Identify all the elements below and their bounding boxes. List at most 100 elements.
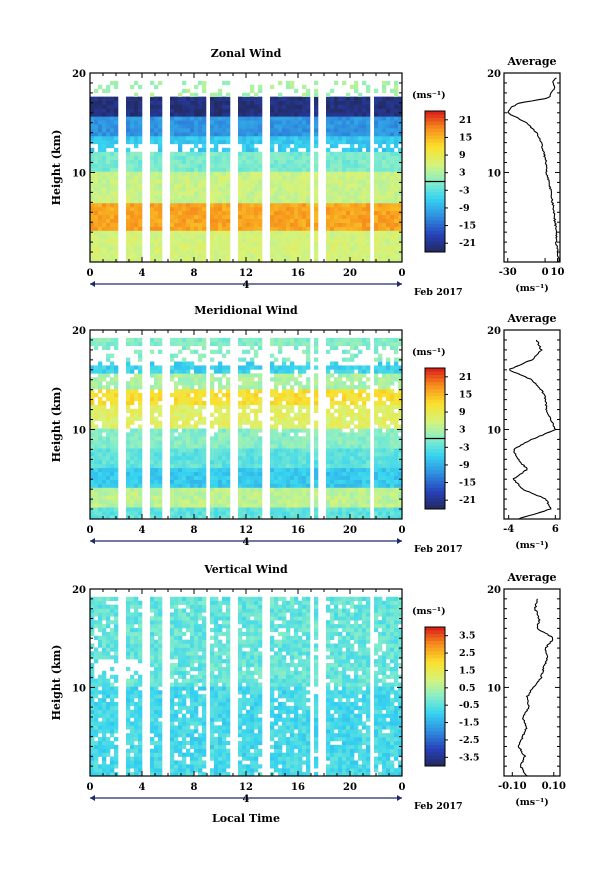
heatmap-cell	[94, 515, 99, 520]
heatmap-cell	[110, 238, 115, 243]
heatmap-cell	[246, 381, 251, 386]
heatmap-cell	[198, 365, 203, 370]
heatmap-cell	[130, 171, 135, 176]
heatmap-cell	[298, 108, 303, 113]
heatmap-cell	[298, 503, 303, 508]
heatmap-cell	[218, 408, 223, 413]
heatmap-cell	[238, 475, 243, 480]
heatmap-cell	[190, 92, 195, 97]
heatmap-cell	[134, 479, 139, 484]
heatmap-cell	[114, 195, 119, 200]
heatmap-cell	[274, 242, 279, 247]
heatmap-cell	[286, 80, 291, 86]
heatmap-cell	[218, 432, 223, 437]
colorbar-segment	[425, 244, 445, 249]
heatmap-cell	[214, 416, 219, 421]
heatmap-cell	[98, 487, 103, 492]
heatmap-cell	[306, 389, 311, 394]
heatmap-cell	[90, 483, 95, 488]
heatmap-cell	[102, 499, 107, 504]
heatmap-cell	[174, 444, 179, 449]
heatmap-cell	[286, 195, 291, 200]
heatmap-cell	[398, 242, 403, 247]
heatmap-cell	[102, 151, 107, 156]
heatmap-cell	[226, 495, 231, 500]
heatmap-cell	[226, 507, 231, 512]
heatmap-cell	[298, 444, 303, 449]
heatmap-cell	[398, 136, 403, 141]
heatmap-cell	[150, 503, 155, 508]
heatmap-cell	[350, 191, 355, 196]
heatmap-cell	[330, 389, 335, 394]
heatmap-cell	[390, 128, 395, 133]
heatmap-cell	[326, 112, 331, 117]
heatmap-cell	[194, 230, 199, 235]
heatmap-cell	[302, 238, 307, 243]
heatmap-cell	[338, 420, 343, 425]
colorbar-tick-label: 15	[459, 132, 472, 143]
heatmap-cell	[102, 187, 107, 192]
heatmap-cell	[290, 456, 295, 461]
heatmap-cell	[202, 108, 207, 113]
heatmap-cell	[342, 242, 347, 247]
heatmap-cell	[386, 100, 391, 105]
heatmap-cell	[254, 448, 259, 453]
heatmap-cell	[342, 349, 347, 354]
heatmap-cell	[242, 128, 247, 133]
heatmap-cell	[306, 385, 311, 390]
heatmap-cell	[346, 199, 351, 204]
heatmap-cell	[214, 234, 219, 239]
heatmap-cell	[138, 467, 143, 473]
colorbar-segment	[425, 125, 445, 130]
heatmap-cell	[226, 108, 231, 113]
heatmap-cell	[306, 226, 311, 231]
heatmap-cell	[270, 440, 275, 445]
heatmap-cell	[198, 151, 203, 156]
heatmap-cell	[194, 167, 199, 172]
heatmap-cell	[194, 108, 199, 113]
heatmap-cell	[218, 246, 223, 251]
heatmap-cell	[94, 511, 99, 516]
heatmap-cell	[246, 503, 251, 508]
heatmap-cell	[210, 108, 215, 113]
heatmap-cell	[294, 199, 299, 204]
heatmap-cell	[182, 155, 187, 160]
heatmap-cell	[250, 381, 255, 386]
heatmap-cell	[258, 345, 263, 350]
heatmap-cell	[374, 155, 379, 160]
heatmap-cell	[378, 210, 383, 216]
heatmap-cell	[254, 456, 259, 461]
heatmap-cell	[138, 377, 143, 382]
heatmap-cell	[158, 424, 163, 429]
heatmap-cell	[374, 151, 379, 156]
heatmap-cell	[190, 365, 195, 370]
heatmap-cell	[98, 377, 103, 382]
heatmap-cell	[338, 471, 343, 476]
heatmap-cell	[110, 337, 115, 343]
heatmap-cell	[382, 163, 387, 168]
heatmap-cell	[214, 459, 219, 465]
heatmap-cell	[190, 210, 195, 216]
heatmap-cell	[182, 195, 187, 200]
heatmap-cell	[382, 80, 387, 86]
heatmap-cell	[282, 147, 287, 153]
heatmap-cell	[354, 84, 359, 90]
heatmap-cell	[366, 100, 371, 105]
heatmap-cell	[114, 467, 119, 473]
heatmap-cell	[114, 444, 119, 449]
heatmap-cell	[346, 420, 351, 425]
heatmap-cell	[294, 100, 299, 105]
heatmap-cell	[130, 254, 135, 259]
heatmap-cell	[362, 230, 367, 235]
heatmap-cell	[334, 428, 339, 433]
heatmap-cell	[218, 365, 223, 370]
heatmap-cell	[226, 337, 231, 343]
heatmap-cell	[250, 452, 255, 457]
heatmap-cell	[194, 511, 199, 516]
heatmap-cell	[190, 120, 195, 125]
heatmap-cell	[98, 202, 103, 208]
x-tick-label: 16	[291, 268, 305, 279]
heatmap-cell	[358, 214, 363, 219]
heatmap-cell	[290, 171, 295, 176]
heatmap-cell	[334, 143, 339, 149]
